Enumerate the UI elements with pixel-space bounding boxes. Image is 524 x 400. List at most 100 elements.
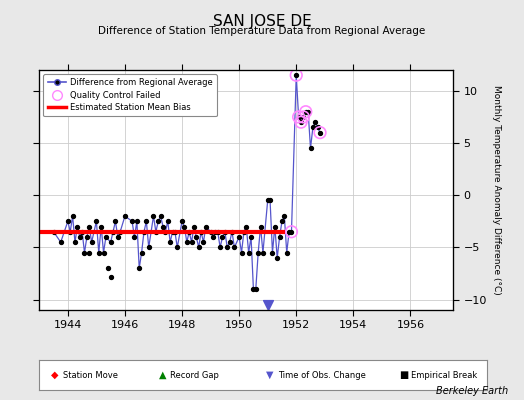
Point [185, 228, 193, 235]
Text: Berkeley Earth: Berkeley Earth [436, 386, 508, 396]
Point [188, 239, 196, 245]
Point [109, 228, 117, 235]
Point [114, 234, 122, 240]
Point [278, 218, 286, 224]
Point [202, 223, 210, 230]
Point [94, 250, 103, 256]
Point [128, 218, 136, 224]
Point [297, 119, 305, 125]
Point [273, 255, 281, 261]
Point [102, 234, 110, 240]
Text: ▼: ▼ [266, 370, 274, 380]
Point [280, 213, 289, 219]
Point [316, 130, 324, 136]
Point [154, 218, 162, 224]
Text: ■: ■ [399, 370, 408, 380]
Point [307, 145, 315, 152]
Point [301, 108, 310, 115]
Point [178, 218, 186, 224]
Point [183, 239, 191, 245]
Point [130, 234, 139, 240]
Point [254, 250, 263, 256]
Point [309, 124, 317, 130]
Point [151, 228, 160, 235]
Point [166, 239, 174, 245]
Point [247, 234, 255, 240]
Point [57, 239, 65, 245]
Point [270, 223, 279, 230]
Point [206, 228, 215, 235]
Point [168, 228, 177, 235]
Point [157, 213, 165, 219]
Point [209, 234, 217, 240]
Point [135, 265, 144, 272]
Legend: Difference from Regional Average, Quality Control Failed, Estimated Station Mean: Difference from Regional Average, Qualit… [43, 74, 217, 116]
Point [75, 234, 84, 240]
Point [197, 228, 205, 235]
Point [245, 250, 253, 256]
Point [80, 250, 89, 256]
Point [88, 239, 96, 245]
Point [137, 250, 146, 256]
Point [92, 218, 101, 224]
Point [256, 223, 265, 230]
Point [285, 228, 293, 235]
Point [259, 250, 267, 256]
Text: ◆: ◆ [51, 370, 59, 380]
Point [171, 228, 179, 235]
Point [192, 234, 201, 240]
Point [252, 286, 260, 292]
Point [313, 124, 322, 130]
Point [194, 244, 203, 250]
Point [249, 286, 258, 292]
Point [190, 223, 198, 230]
Point [121, 213, 129, 219]
Point [63, 218, 72, 224]
Point [100, 250, 108, 256]
Point [239, 228, 248, 235]
Point [104, 265, 113, 272]
Point [85, 223, 93, 230]
Text: Record Gap: Record Gap [170, 371, 219, 380]
Point [235, 234, 243, 240]
Point [85, 250, 93, 256]
Point [106, 274, 115, 280]
Point [242, 223, 250, 230]
Point [163, 218, 172, 224]
Text: SAN JOSE DE: SAN JOSE DE [213, 14, 311, 29]
Point [214, 228, 222, 235]
Point [292, 72, 300, 78]
Point [301, 108, 310, 115]
Point [133, 218, 141, 224]
Point [287, 228, 296, 235]
Text: Difference of Station Temperature Data from Regional Average: Difference of Station Temperature Data f… [99, 26, 425, 36]
Point [225, 239, 234, 245]
Point [159, 223, 167, 230]
Point [73, 223, 82, 230]
Point [180, 223, 189, 230]
Point [66, 228, 74, 235]
Text: Station Move: Station Move [63, 371, 118, 380]
Point [311, 119, 320, 125]
Point [299, 114, 308, 120]
Point [230, 244, 238, 250]
Point [304, 108, 312, 115]
Point [199, 239, 208, 245]
Point [228, 228, 236, 235]
Point [294, 114, 303, 120]
Point [292, 72, 300, 78]
Point [78, 228, 86, 235]
Point [142, 218, 150, 224]
Point [69, 213, 77, 219]
Point [219, 234, 227, 240]
Point [97, 223, 105, 230]
Point [83, 234, 91, 240]
Point [211, 228, 220, 235]
Text: Empirical Break: Empirical Break [411, 371, 477, 380]
Y-axis label: Monthly Temperature Anomaly Difference (°C): Monthly Temperature Anomaly Difference (… [492, 85, 501, 295]
Text: Time of Obs. Change: Time of Obs. Change [278, 371, 366, 380]
Point [173, 244, 181, 250]
Point [71, 239, 79, 245]
Text: ▲: ▲ [159, 370, 166, 380]
Point [149, 213, 158, 219]
